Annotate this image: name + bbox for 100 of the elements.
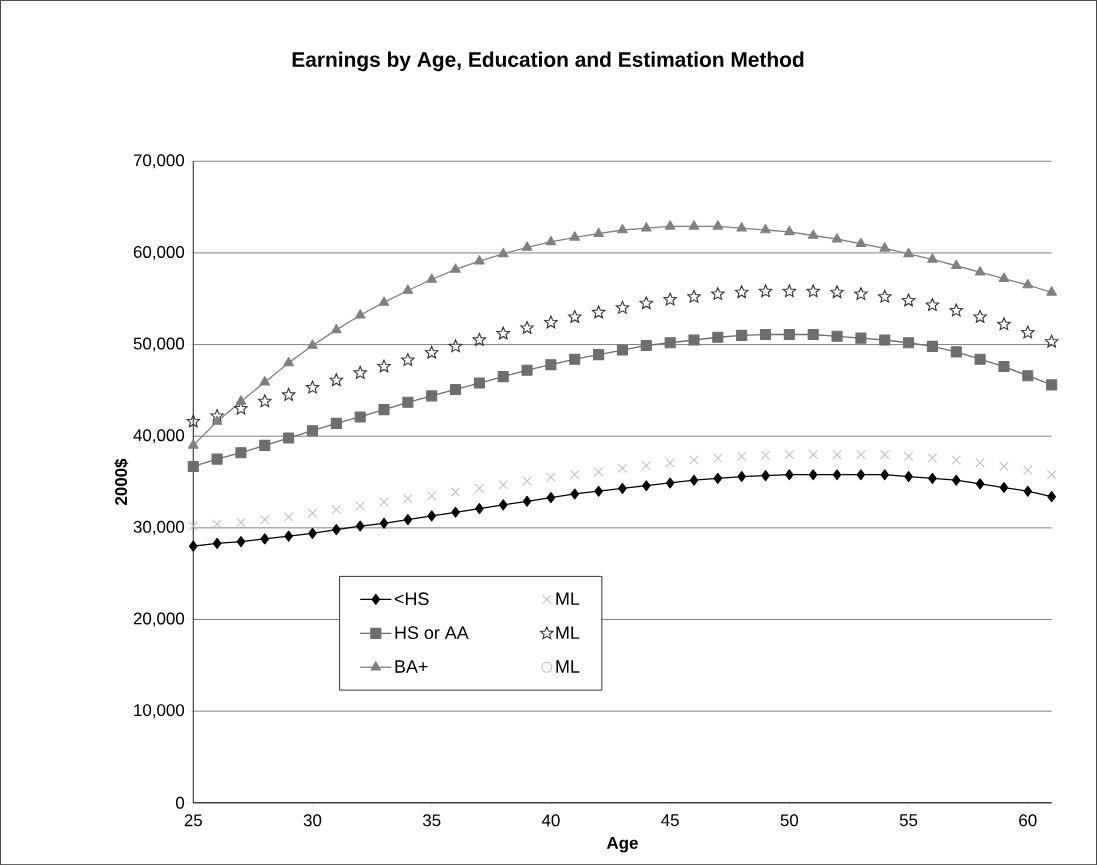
point bbox=[258, 394, 272, 408]
point bbox=[760, 450, 771, 461]
point bbox=[1046, 469, 1057, 480]
point bbox=[403, 493, 413, 504]
point bbox=[283, 356, 294, 367]
point bbox=[570, 488, 580, 500]
point bbox=[711, 287, 725, 300]
point bbox=[332, 524, 341, 536]
point bbox=[832, 449, 842, 460]
point bbox=[713, 472, 723, 484]
point bbox=[402, 396, 414, 408]
point bbox=[212, 519, 222, 529]
point bbox=[591, 305, 606, 319]
legend-label: ML bbox=[556, 660, 580, 673]
point bbox=[1046, 286, 1057, 296]
point bbox=[927, 453, 938, 463]
point bbox=[378, 404, 390, 416]
point bbox=[665, 477, 675, 489]
point bbox=[307, 508, 318, 518]
point bbox=[687, 289, 701, 303]
point bbox=[639, 296, 654, 310]
legend-label: ML bbox=[556, 592, 580, 605]
point bbox=[1047, 491, 1056, 503]
point bbox=[1023, 485, 1033, 497]
point bbox=[211, 453, 223, 465]
point bbox=[355, 501, 365, 511]
point bbox=[379, 517, 389, 529]
point bbox=[927, 253, 938, 263]
point bbox=[736, 222, 747, 232]
point bbox=[854, 287, 868, 300]
x-tick-label: 50 bbox=[780, 814, 799, 827]
point bbox=[593, 227, 604, 237]
point bbox=[305, 380, 320, 394]
point bbox=[593, 349, 605, 361]
point bbox=[975, 478, 985, 490]
point bbox=[855, 237, 867, 247]
point bbox=[641, 460, 652, 471]
point bbox=[736, 451, 747, 462]
point bbox=[354, 411, 366, 423]
point bbox=[640, 339, 652, 351]
point bbox=[1022, 278, 1034, 289]
point bbox=[903, 451, 914, 462]
point bbox=[188, 521, 199, 531]
point bbox=[187, 439, 199, 449]
point bbox=[497, 371, 509, 383]
point bbox=[236, 535, 246, 548]
point bbox=[331, 323, 342, 334]
point bbox=[999, 481, 1009, 493]
point bbox=[617, 223, 628, 234]
x-tick-label: 35 bbox=[422, 814, 441, 827]
point bbox=[926, 340, 938, 352]
point bbox=[734, 285, 749, 299]
point bbox=[283, 432, 295, 444]
point bbox=[950, 346, 962, 358]
point bbox=[736, 329, 748, 341]
point bbox=[807, 229, 819, 239]
point bbox=[878, 289, 892, 303]
point bbox=[880, 469, 890, 481]
point bbox=[450, 383, 462, 395]
point bbox=[259, 376, 271, 386]
point bbox=[903, 247, 914, 258]
point bbox=[496, 326, 510, 340]
point bbox=[1021, 325, 1035, 339]
point bbox=[831, 233, 843, 243]
point bbox=[260, 514, 270, 525]
point bbox=[879, 449, 890, 460]
point bbox=[379, 497, 389, 507]
point bbox=[1022, 370, 1034, 382]
point bbox=[949, 303, 963, 317]
point bbox=[616, 344, 628, 356]
x-tick-label: 25 bbox=[184, 814, 202, 827]
point bbox=[663, 292, 677, 306]
point bbox=[236, 517, 246, 528]
point bbox=[307, 339, 318, 349]
point bbox=[807, 328, 819, 340]
point bbox=[448, 339, 463, 353]
point bbox=[568, 309, 582, 323]
x-tick-label: 40 bbox=[541, 814, 560, 827]
x-axis-title: Age bbox=[606, 837, 638, 853]
chart-title: Earnings by Age, Education and Estimation Method bbox=[292, 51, 804, 72]
point bbox=[975, 457, 985, 468]
point bbox=[330, 417, 342, 429]
point bbox=[806, 284, 820, 298]
point bbox=[544, 315, 558, 329]
y-axis-title: 2000$ bbox=[114, 458, 129, 505]
y-tick-label: 30,000 bbox=[133, 520, 185, 535]
point bbox=[520, 320, 534, 334]
point bbox=[498, 499, 508, 511]
point bbox=[999, 461, 1009, 472]
point bbox=[355, 520, 365, 532]
point bbox=[689, 455, 699, 465]
point bbox=[713, 453, 723, 463]
point bbox=[403, 513, 413, 526]
point bbox=[284, 530, 293, 542]
point bbox=[426, 273, 438, 283]
point bbox=[402, 284, 414, 294]
point bbox=[928, 472, 937, 484]
point bbox=[427, 510, 436, 522]
point bbox=[593, 467, 604, 477]
point bbox=[973, 309, 987, 323]
